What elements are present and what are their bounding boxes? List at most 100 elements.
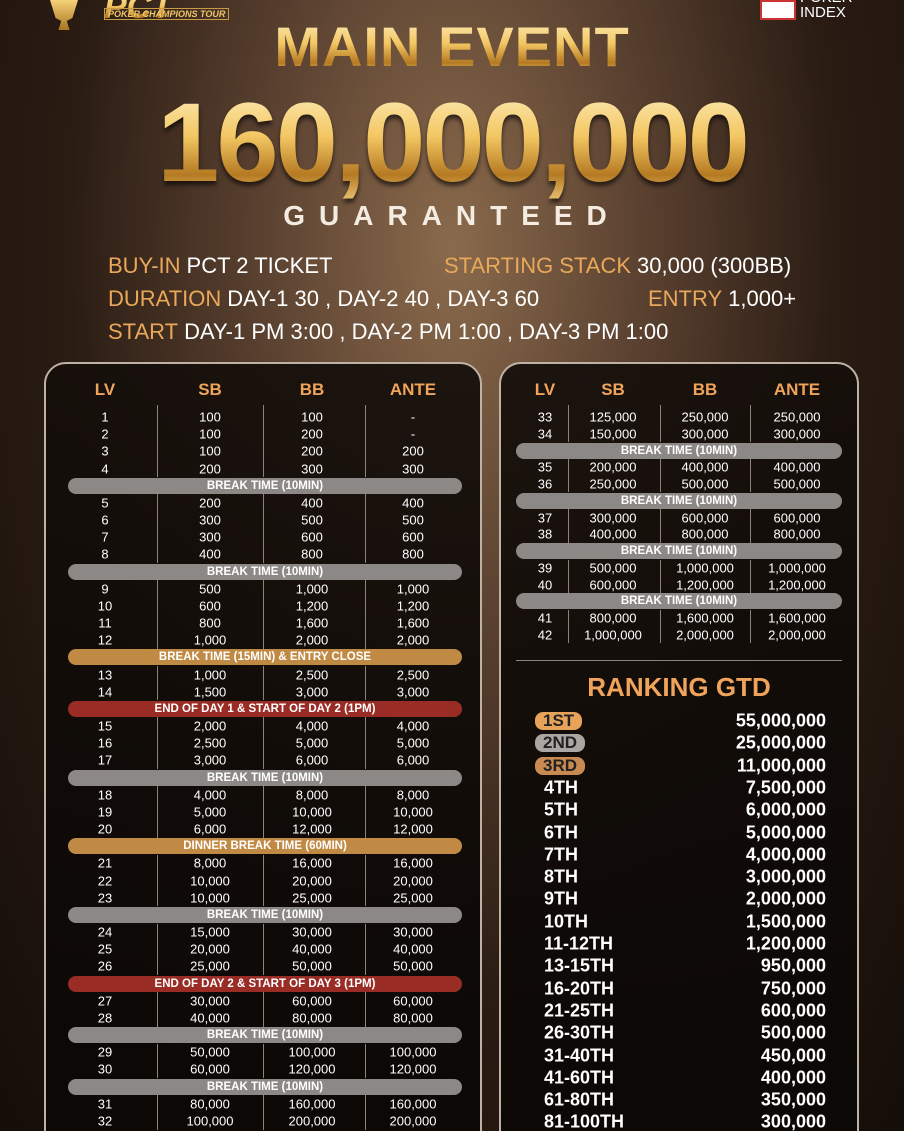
- rank-prize: 25,000,000: [735, 732, 826, 753]
- table-cell: 28: [97, 1010, 113, 1026]
- rank-prize: 2,000,000: [745, 888, 826, 909]
- table-cell: 250,000: [773, 409, 821, 425]
- table-cell: 20,000: [292, 873, 332, 889]
- table-cell: 100: [199, 426, 221, 442]
- column-divider: [157, 1095, 158, 1130]
- table-cell: 800: [301, 546, 323, 562]
- table-cell: 1,200: [396, 598, 430, 614]
- info-line: STARTING STACK 30,000 (300BB): [444, 253, 791, 279]
- column-divider: [157, 992, 158, 1027]
- break-row: END OF DAY 2 & START OF DAY 3 (1PM): [68, 975, 462, 992]
- table-cell: 6: [101, 512, 109, 528]
- table-cell: 300: [402, 461, 424, 476]
- table-cell: 2,000: [396, 632, 430, 648]
- table-cell: 2,000: [193, 718, 227, 734]
- table-cell: 160,000: [288, 1096, 336, 1112]
- column-divider: [660, 609, 661, 644]
- table-cell: 40,000: [292, 941, 332, 957]
- column-divider: [157, 923, 158, 975]
- table-cell: 500: [402, 512, 424, 528]
- column-divider: [750, 458, 751, 493]
- column-header: ANTE: [773, 380, 821, 399]
- rank-prize: 300,000: [760, 1111, 826, 1131]
- table-cell: -: [410, 409, 416, 425]
- table-cell: 39: [537, 560, 553, 576]
- break-row: BREAK TIME (10MIN): [68, 477, 462, 494]
- column-divider: [365, 923, 366, 975]
- table-cell: 400: [301, 495, 323, 511]
- table-cell: 7: [101, 529, 109, 545]
- table-cell: 60,000: [190, 1061, 230, 1077]
- break-row: DINNER BREAK TIME (60MIN): [68, 838, 462, 855]
- table-cell: 400,000: [773, 459, 821, 475]
- table-cell: 600: [199, 598, 221, 614]
- table-cell: 600,000: [589, 577, 637, 593]
- rank-place: 11-12TH: [544, 933, 614, 954]
- rank-place: 6TH: [544, 822, 579, 842]
- column-divider: [568, 559, 569, 594]
- table-cell: 1,000,000: [676, 560, 734, 576]
- logo-right: POKER INDEX: [800, 0, 853, 21]
- table-cell: 10,000: [190, 890, 230, 906]
- table-cell: 4,000: [193, 787, 227, 803]
- table-cell: 800,000: [773, 526, 821, 542]
- table-cell: 100: [199, 443, 221, 459]
- table-cell: 200: [199, 495, 221, 511]
- column-divider: [157, 580, 158, 649]
- table-cell: 26: [97, 958, 113, 974]
- table-cell: 6,000: [193, 821, 227, 837]
- table-cell: 500,000: [681, 476, 729, 492]
- rank-prize: 950,000: [760, 955, 826, 976]
- column-divider: [263, 580, 264, 649]
- table-cell: 2,500: [193, 735, 227, 751]
- column-header: SB: [198, 380, 222, 399]
- column-divider: [365, 405, 366, 478]
- table-cell: 200,000: [589, 459, 637, 475]
- table-cell: 35: [537, 459, 553, 475]
- table-cell: 200,000: [288, 1113, 336, 1129]
- table-cell: 40,000: [190, 1010, 230, 1026]
- rank-prize: 1,500,000: [745, 911, 826, 932]
- break-row: BREAK TIME (10MIN): [68, 906, 462, 923]
- column-divider: [365, 786, 366, 838]
- table-cell: 300,000: [681, 426, 729, 442]
- table-cell: 800: [199, 615, 221, 631]
- divider: [516, 660, 842, 661]
- logo-sub: POKER CHAMPIONS TOUR: [104, 8, 230, 20]
- column-divider: [263, 923, 264, 975]
- info-label: DURATION: [108, 286, 222, 311]
- table-cell: 50,000: [190, 1044, 230, 1060]
- table-cell: 12,000: [292, 821, 332, 837]
- table-cell: 1,200,000: [676, 577, 734, 593]
- rank-place: 16-20TH: [544, 978, 615, 999]
- table-cell: 100: [301, 409, 323, 425]
- column-header: ANTE: [389, 380, 437, 399]
- table-cell: 250,000: [681, 409, 729, 425]
- rank-place: 31-40TH: [544, 1045, 615, 1065]
- rank-prize: 6,000,000: [745, 799, 826, 820]
- rank-place: 2ND: [535, 734, 586, 753]
- column-divider: [157, 405, 158, 478]
- table-cell: 200: [301, 443, 323, 459]
- table-cell: 5,000: [193, 804, 227, 820]
- rank-place: 21-25TH: [544, 1000, 615, 1021]
- table-cell: 1,000: [295, 581, 329, 597]
- table-cell: 200,000: [389, 1113, 437, 1129]
- column-divider: [157, 717, 158, 769]
- break-row: BREAK TIME (10MIN): [68, 1078, 462, 1095]
- table-cell: 5: [101, 495, 109, 511]
- table-cell: 10,000: [292, 804, 332, 820]
- table-cell: 20,000: [190, 941, 230, 957]
- table-cell: 200: [301, 426, 323, 442]
- table-cell: 31: [97, 1096, 113, 1112]
- table-cell: 10,000: [393, 804, 433, 820]
- table-cell: 6,000: [396, 752, 430, 768]
- info-value: DAY-1 PM 3:00 , DAY-2 PM 1:00 , DAY-3 PM…: [184, 319, 669, 344]
- table-cell: 400: [402, 495, 424, 511]
- index-icon: [760, 0, 796, 20]
- break-row: BREAK TIME (10MIN): [516, 492, 842, 509]
- table-cell: 3,000: [295, 684, 329, 700]
- table-cell: 80,000: [393, 1010, 433, 1026]
- rank-place: 8TH: [544, 866, 579, 887]
- rank-place: 5TH: [544, 799, 579, 820]
